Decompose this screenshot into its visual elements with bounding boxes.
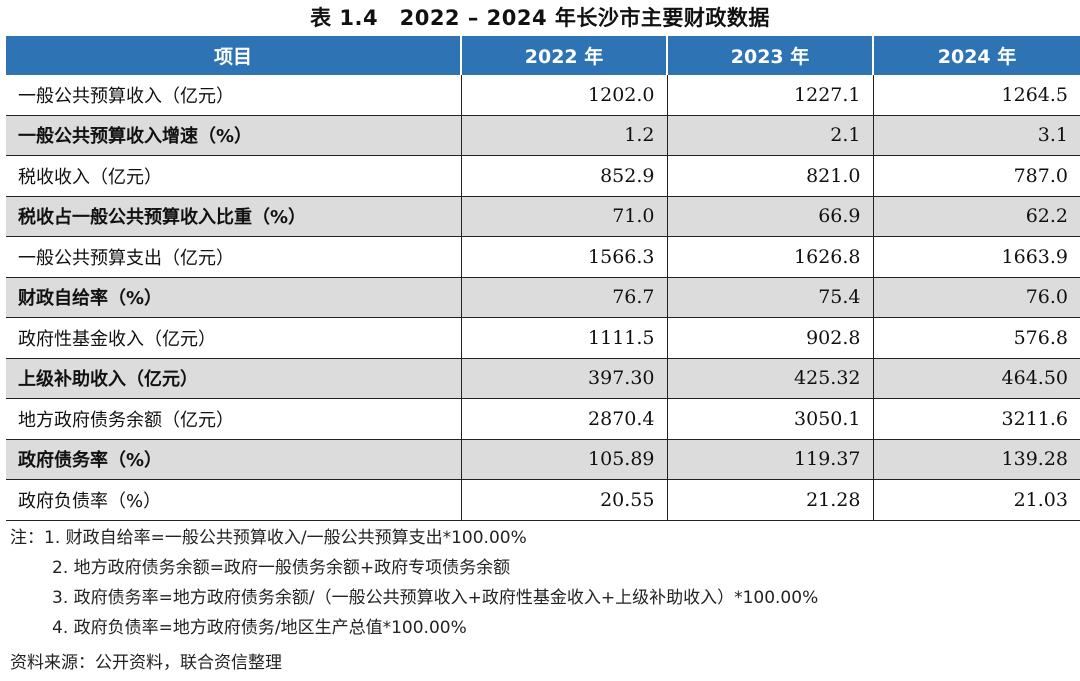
row-label: 政府债务率（%）	[6, 439, 461, 480]
column-header-item: 项目	[6, 36, 462, 75]
column-header-2022: 2022 年	[461, 36, 668, 75]
cell-2024: 787.0	[872, 155, 1080, 197]
table-row: 税收收入（亿元） 852.9 821.0 787.0	[6, 155, 1080, 197]
cell-2024: 1264.5	[872, 75, 1080, 116]
cell-2022: 1202.0	[460, 75, 667, 116]
table-row: 政府性基金收入（亿元） 1111.5 902.8 576.8	[6, 317, 1080, 359]
column-header-2023: 2023 年	[667, 36, 874, 75]
cell-2023: 2.1	[666, 115, 873, 156]
table-row: 一般公共预算收入增速（%） 1.2 2.1 3.1	[6, 115, 1080, 156]
row-label: 一般公共预算收入（亿元）	[6, 75, 461, 116]
row-label: 税收收入（亿元）	[6, 155, 461, 197]
cell-2022: 71.0	[460, 196, 667, 237]
table-row: 地方政府债务余额（亿元） 2870.4 3050.1 3211.6	[6, 398, 1080, 440]
cell-2023: 1626.8	[666, 236, 873, 278]
cell-2023: 66.9	[666, 196, 873, 237]
row-label: 财政自给率（%）	[6, 277, 461, 318]
cell-2024: 464.50	[872, 358, 1080, 399]
cell-2022: 1.2	[460, 115, 667, 156]
cell-2023: 1227.1	[666, 75, 873, 116]
cell-2023: 75.4	[666, 277, 873, 318]
cell-2023: 21.28	[666, 479, 873, 521]
cell-2022: 105.89	[460, 439, 667, 480]
cell-2024: 62.2	[872, 196, 1080, 237]
cell-2022: 76.7	[460, 277, 667, 318]
cell-2024: 576.8	[872, 317, 1080, 359]
row-label: 上级补助收入（亿元）	[6, 358, 461, 399]
cell-2024: 21.03	[872, 479, 1080, 521]
column-header-2024: 2024 年	[873, 36, 1080, 75]
cell-2022: 852.9	[460, 155, 667, 197]
cell-2023: 821.0	[666, 155, 873, 197]
row-label: 政府负债率（%）	[6, 479, 461, 521]
source-note: 资料来源：公开资料，联合资信整理	[10, 653, 282, 673]
cell-2023: 425.32	[666, 358, 873, 399]
cell-2023: 3050.1	[666, 398, 873, 440]
table-row: 上级补助收入（亿元） 397.30 425.32 464.50	[6, 358, 1080, 399]
table-header-row: 项目 2022 年 2023 年 2024 年	[6, 36, 1080, 75]
cell-2023: 902.8	[666, 317, 873, 359]
fiscal-data-table: 项目 2022 年 2023 年 2024 年 一般公共预算收入（亿元） 120…	[6, 36, 1080, 521]
cell-2022: 397.30	[460, 358, 667, 399]
cell-2022: 2870.4	[460, 398, 667, 440]
cell-2024: 139.28	[872, 439, 1080, 480]
cell-2024: 1663.9	[872, 236, 1080, 278]
cell-2022: 1566.3	[460, 236, 667, 278]
note-line: 2. 地方政府债务余额=政府一般债务余额+政府专项债务余额	[52, 558, 511, 578]
row-label: 地方政府债务余额（亿元）	[6, 398, 461, 440]
cell-2024: 3.1	[872, 115, 1080, 156]
cell-2022: 20.55	[460, 479, 667, 521]
table-notes: 注：1. 财政自给率=一般公共预算收入/一般公共预算支出*100.00% 2. …	[10, 523, 1070, 643]
cell-2022: 1111.5	[460, 317, 667, 359]
row-label: 一般公共预算收入增速（%）	[6, 115, 461, 156]
table-row: 政府债务率（%） 105.89 119.37 139.28	[6, 439, 1080, 480]
table-row: 财政自给率（%） 76.7 75.4 76.0	[6, 277, 1080, 318]
note-line: 4. 政府负债率=地方政府债务/地区生产总值*100.00%	[52, 618, 467, 638]
row-label: 一般公共预算支出（亿元）	[6, 236, 461, 278]
note-line: 3. 政府债务率=地方政府债务余额/（一般公共预算收入+政府性基金收入+上级补助…	[52, 588, 819, 608]
cell-2023: 119.37	[666, 439, 873, 480]
row-label: 税收占一般公共预算收入比重（%）	[6, 196, 461, 237]
cell-2024: 76.0	[872, 277, 1080, 318]
table-row: 政府负债率（%） 20.55 21.28 21.03	[6, 479, 1080, 521]
row-label: 政府性基金收入（亿元）	[6, 317, 461, 359]
note-line: 注：1. 财政自给率=一般公共预算收入/一般公共预算支出*100.00%	[10, 528, 527, 548]
table-row: 一般公共预算支出（亿元） 1566.3 1626.8 1663.9	[6, 236, 1080, 278]
table-row: 税收占一般公共预算收入比重（%） 71.0 66.9 62.2	[6, 196, 1080, 237]
table-title: 表 1.4 2022 – 2024 年长沙市主要财政数据	[310, 6, 770, 30]
cell-2024: 3211.6	[872, 398, 1080, 440]
table-row: 一般公共预算收入（亿元） 1202.0 1227.1 1264.5	[6, 75, 1080, 116]
